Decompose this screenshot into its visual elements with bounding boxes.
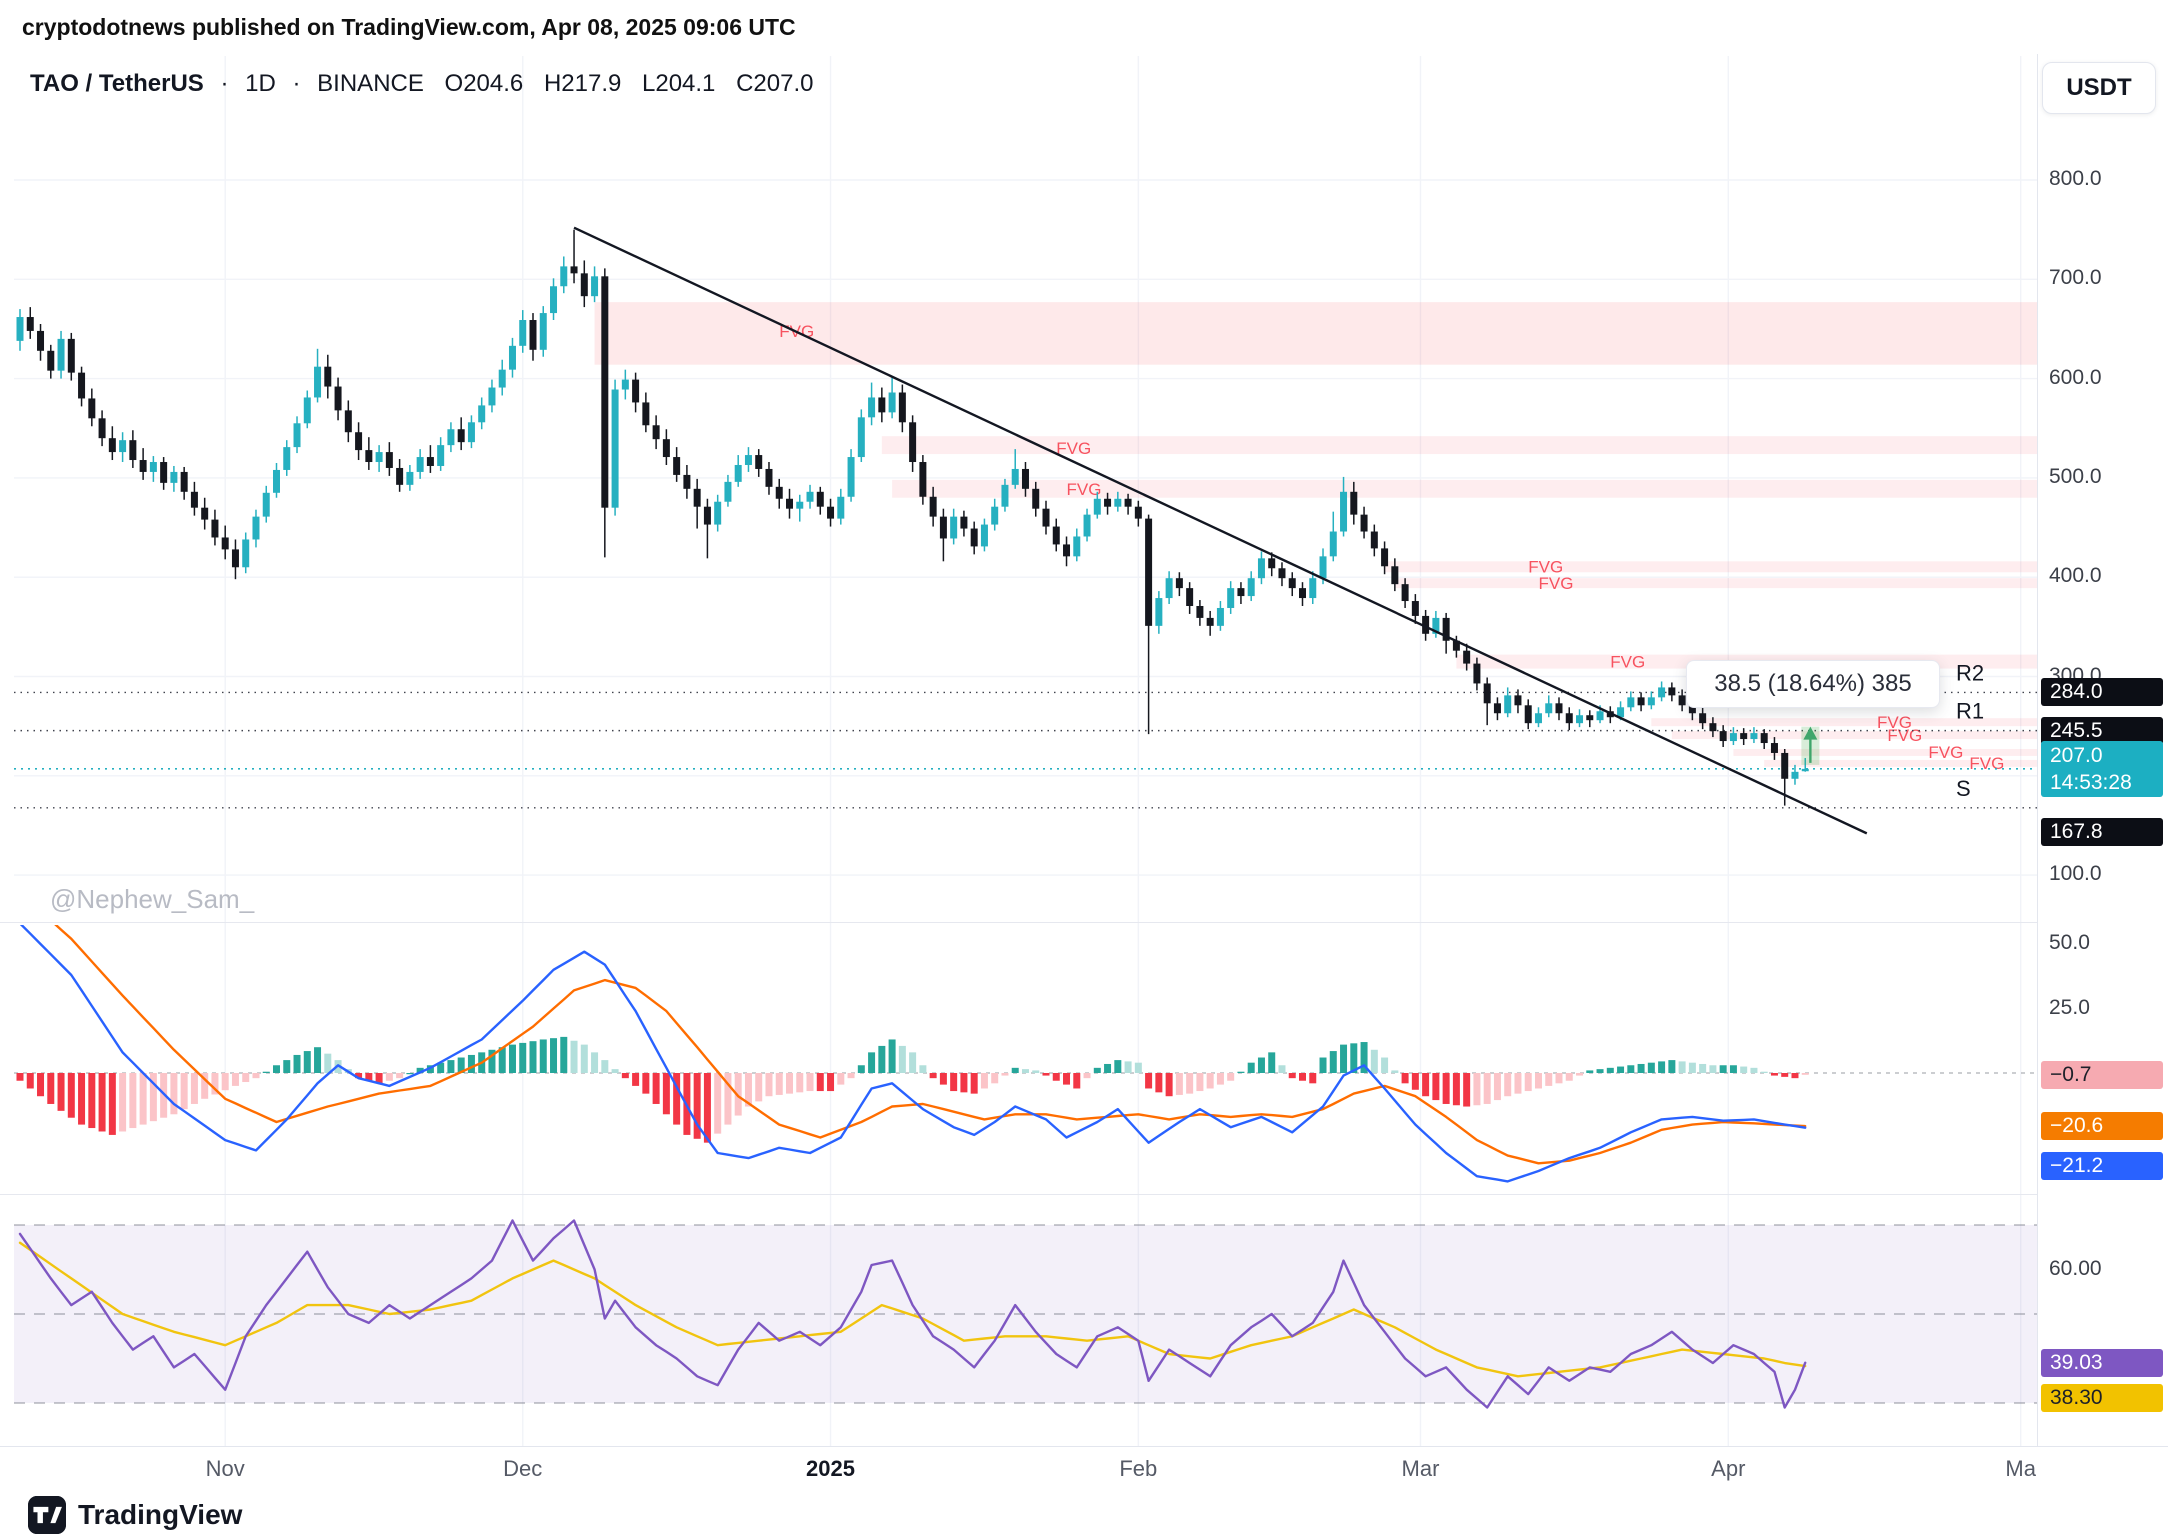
levels-layer: R2 R1 S — [14, 660, 2037, 809]
panel-separator — [0, 1194, 2168, 1195]
currency-toggle-button[interactable]: USDT — [2042, 62, 2156, 114]
time-axis-label: Mar — [1401, 1456, 1440, 1481]
fvg-label: FVG — [1528, 557, 1563, 576]
macd-tick: 50.0 — [2049, 931, 2090, 954]
price-tick: 700.0 — [2049, 266, 2102, 290]
fvg-label: FVG — [1067, 480, 1102, 499]
time-axis-label: Dec — [503, 1456, 543, 1481]
trendline-layer — [573, 226, 1868, 835]
candles-layer — [16, 229, 1809, 806]
price-level-badge: 284.0 — [2041, 678, 2163, 707]
price-axis[interactable]: 800.0 700.0 600.0 500.0 400.0 300.0 100.0 284.0… — [2037, 54, 2168, 1446]
fvg-label: FVG — [1610, 653, 1645, 672]
price-tick: 500.0 — [2049, 464, 2102, 488]
level-name-label: R1 — [1956, 699, 1984, 724]
fvg-label: FVG — [1056, 439, 1091, 458]
macd-tick: 25.0 — [2049, 995, 2090, 1019]
separator-dot: · — [292, 70, 301, 97]
time-axis-label: Feb — [1119, 1456, 1158, 1481]
fvg-label: FVG — [1887, 726, 1922, 745]
price-tick: 600.0 — [2049, 365, 2102, 389]
grid-layer — [14, 56, 2037, 1446]
fvg-label: FVG — [1538, 574, 1573, 593]
publish-bar: cryptodotnews published on TradingView.c… — [0, 0, 2168, 54]
price-tick: 400.0 — [2049, 564, 2102, 588]
price-level-badge: 245.5 — [2041, 716, 2163, 745]
price-tick: 100.0 — [2049, 862, 2102, 886]
symbol-name[interactable]: TAO / TetherUS — [30, 70, 204, 97]
tradingview-logo-icon[interactable] — [28, 1496, 66, 1534]
rsi-tick: 60.00 — [2049, 1256, 2102, 1280]
fvg-label: FVG — [1877, 713, 1912, 732]
ohlc-close: C207.0 — [736, 70, 814, 97]
ohlc-low: L204.1 — [642, 70, 716, 97]
price-level-badge: 167.8 — [2041, 817, 2163, 846]
panel-separator — [0, 922, 2168, 923]
time-axis-label: Nov — [205, 1456, 245, 1481]
interval-label[interactable]: 1D — [245, 70, 276, 97]
measure-tooltip: 38.5 (18.64%) 385 — [1686, 660, 1940, 708]
brand-text[interactable]: TradingView — [78, 1499, 243, 1530]
level-name-label: S — [1956, 776, 1971, 801]
separator-dot: · — [220, 70, 229, 97]
macd-value-badge: −21.2 — [2041, 1151, 2163, 1180]
macd-value-badge: −20.6 — [2041, 1112, 2163, 1141]
macd-value-badge: −0.7 — [2041, 1060, 2163, 1089]
rsi-value-badge: 39.03 — [2041, 1348, 2163, 1377]
author-watermark: @Nephew_Sam_ — [50, 884, 255, 914]
ohlc-high: H217.9 — [543, 70, 622, 97]
publish-text: cryptodotnews published on TradingView.c… — [22, 14, 796, 40]
countdown-timer: 14:53:28 — [2050, 770, 2132, 794]
measure-arrow-layer — [1801, 726, 1820, 765]
fvg-label: FVG — [1928, 743, 1963, 762]
exchange-label: BINANCE — [317, 70, 424, 97]
fvg-label: FVG — [1969, 754, 2004, 773]
time-axis[interactable]: Nov Dec 2025 Feb Mar Apr Ma — [0, 1446, 2168, 1493]
current-price-badge: 207.0 14:53:28 — [2041, 740, 2163, 797]
time-axis-label: Ma — [2005, 1456, 2036, 1481]
level-name-label: R2 — [1956, 660, 1984, 685]
macd-panel-layer — [14, 925, 2037, 1183]
rsi-panel-layer — [14, 1219, 2037, 1409]
time-axis-label: Apr — [1711, 1456, 1746, 1481]
symbol-header: TAO / TetherUS · 1D · BINANCE O204.6 H21… — [30, 70, 813, 98]
footer: TradingView — [28, 1496, 242, 1534]
time-axis-label: 2025 — [806, 1456, 856, 1481]
price-tick: 800.0 — [2049, 167, 2102, 190]
rsi-value-badge: 38.30 — [2041, 1384, 2163, 1413]
ohlc-open: O204.6 — [444, 70, 524, 97]
